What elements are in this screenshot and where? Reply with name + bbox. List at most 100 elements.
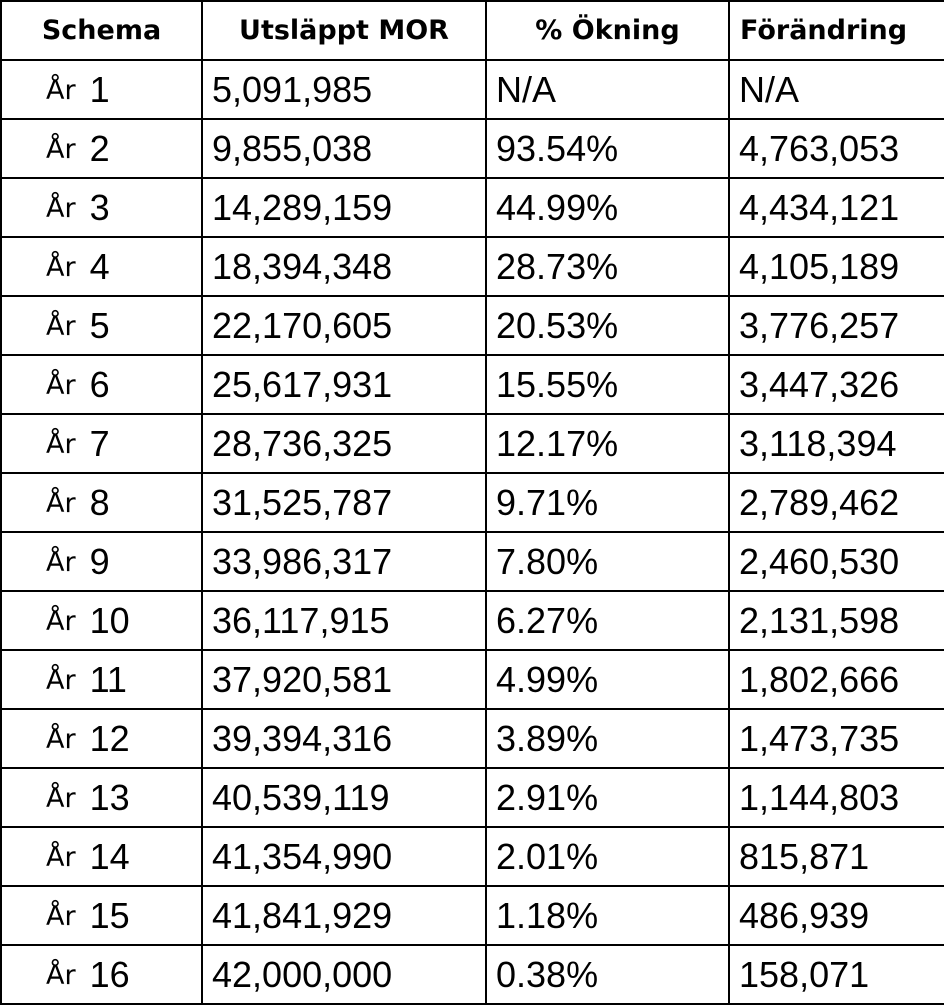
year-number: 11: [89, 658, 127, 700]
year-number: 8: [89, 481, 110, 523]
change-cell: 1,144,803: [728, 767, 944, 828]
year-number: 7: [89, 422, 110, 464]
schema-cell: År 5: [0, 295, 203, 356]
change-cell: 2,131,598: [728, 590, 944, 651]
year-number: 4: [89, 245, 110, 287]
year-label: År: [46, 369, 76, 401]
year-number: 9: [89, 540, 110, 582]
table-row: År 4 18,394,348 28.73% 4,105,189: [0, 236, 944, 297]
change-cell: 158,071: [728, 944, 944, 1005]
schema-cell: År 16: [0, 944, 203, 1005]
released-mor-cell: 37,920,581: [201, 649, 487, 710]
year-label: År: [46, 900, 76, 932]
percent-increase-cell: 44.99%: [485, 177, 730, 238]
released-mor-cell: 41,354,990: [201, 826, 487, 887]
released-mor-cell: 25,617,931: [201, 354, 487, 415]
year-label: År: [46, 546, 76, 578]
released-mor-cell: 33,986,317: [201, 531, 487, 592]
percent-increase-cell: 2.91%: [485, 767, 730, 828]
change-cell: 486,939: [728, 885, 944, 946]
year-number: 5: [89, 304, 110, 346]
schema-cell: År 11: [0, 649, 203, 710]
schema-cell: År 12: [0, 708, 203, 769]
table-row: År 15 41,841,929 1.18% 486,939: [0, 885, 944, 946]
year-number: 10: [89, 599, 130, 641]
percent-increase-cell: 1.18%: [485, 885, 730, 946]
year-label: År: [46, 664, 76, 696]
schema-cell: År 6: [0, 354, 203, 415]
released-mor-cell: 42,000,000: [201, 944, 487, 1005]
table-row: År 9 33,986,317 7.80% 2,460,530: [0, 531, 944, 592]
percent-increase-cell: 12.17%: [485, 413, 730, 474]
released-mor-cell: 40,539,119: [201, 767, 487, 828]
year-number: 6: [89, 363, 110, 405]
year-number: 1: [89, 68, 110, 110]
year-label: År: [46, 959, 76, 991]
year-number: 15: [89, 894, 130, 936]
change-cell: 1,473,735: [728, 708, 944, 769]
released-mor-cell: 41,841,929: [201, 885, 487, 946]
schema-cell: År 4: [0, 236, 203, 297]
header-schema: Schema: [0, 0, 203, 61]
change-cell: 815,871: [728, 826, 944, 887]
change-cell: 4,105,189: [728, 236, 944, 297]
year-label: År: [46, 723, 76, 755]
released-mor-cell: 18,394,348: [201, 236, 487, 297]
table-row: År 13 40,539,119 2.91% 1,144,803: [0, 767, 944, 828]
released-mor-cell: 14,289,159: [201, 177, 487, 238]
change-cell: 2,789,462: [728, 472, 944, 533]
year-number: 3: [89, 186, 110, 228]
released-mor-cell: 31,525,787: [201, 472, 487, 533]
schema-cell: År 2: [0, 118, 203, 179]
percent-increase-cell: 4.99%: [485, 649, 730, 710]
table-row: År 14 41,354,990 2.01% 815,871: [0, 826, 944, 887]
year-label: År: [46, 428, 76, 460]
year-number: 16: [89, 953, 130, 995]
schema-cell: År 3: [0, 177, 203, 238]
percent-increase-cell: 7.80%: [485, 531, 730, 592]
header-released-mor: Utsläppt MOR: [201, 0, 487, 61]
change-cell: 3,118,394: [728, 413, 944, 474]
percent-increase-cell: 15.55%: [485, 354, 730, 415]
table-row: År 7 28,736,325 12.17% 3,118,394: [0, 413, 944, 474]
table-row: År 2 9,855,038 93.54% 4,763,053: [0, 118, 944, 179]
table-row: År 10 36,117,915 6.27% 2,131,598: [0, 590, 944, 651]
released-mor-cell: 5,091,985: [201, 59, 487, 120]
released-mor-cell: 22,170,605: [201, 295, 487, 356]
schema-cell: År 10: [0, 590, 203, 651]
table-row: År 3 14,289,159 44.99% 4,434,121: [0, 177, 944, 238]
year-number: 2: [89, 127, 110, 169]
change-cell: 3,776,257: [728, 295, 944, 356]
change-cell: 4,434,121: [728, 177, 944, 238]
released-mor-cell: 36,117,915: [201, 590, 487, 651]
change-cell: 3,447,326: [728, 354, 944, 415]
percent-increase-cell: 20.53%: [485, 295, 730, 356]
percent-increase-cell: 2.01%: [485, 826, 730, 887]
year-label: År: [46, 192, 76, 224]
header-change: Förändring: [728, 0, 944, 61]
schema-cell: År 7: [0, 413, 203, 474]
year-label: År: [46, 605, 76, 637]
change-cell: N/A: [728, 59, 944, 120]
percent-increase-cell: 28.73%: [485, 236, 730, 297]
year-number: 12: [89, 717, 130, 759]
schema-cell: År 1: [0, 59, 203, 120]
schema-cell: År 8: [0, 472, 203, 533]
percent-increase-cell: N/A: [485, 59, 730, 120]
year-label: År: [46, 251, 76, 283]
year-label: År: [46, 74, 76, 106]
percent-increase-cell: 93.54%: [485, 118, 730, 179]
schema-cell: År 13: [0, 767, 203, 828]
table-row: År 6 25,617,931 15.55% 3,447,326: [0, 354, 944, 415]
table-row: År 11 37,920,581 4.99% 1,802,666: [0, 649, 944, 710]
year-number: 14: [89, 835, 130, 877]
year-label: År: [46, 310, 76, 342]
year-label: År: [46, 487, 76, 519]
year-label: År: [46, 841, 76, 873]
change-cell: 4,763,053: [728, 118, 944, 179]
released-mor-cell: 39,394,316: [201, 708, 487, 769]
released-mor-cell: 28,736,325: [201, 413, 487, 474]
schema-cell: År 14: [0, 826, 203, 887]
change-cell: 2,460,530: [728, 531, 944, 592]
